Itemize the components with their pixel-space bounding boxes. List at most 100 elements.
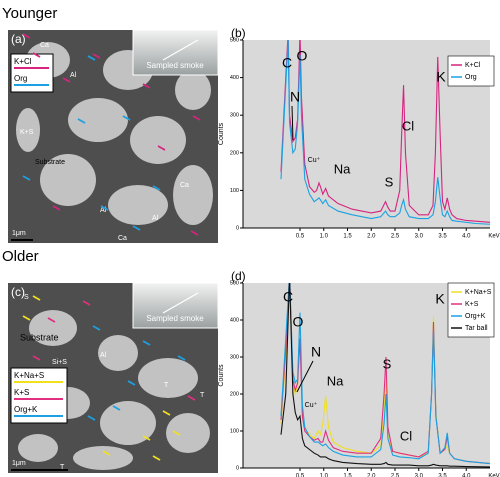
- peak-label: O: [297, 48, 308, 64]
- image-annotation: Ca: [40, 42, 49, 49]
- particle-arrow: [47, 317, 56, 323]
- y-tick-label: 300: [230, 113, 239, 119]
- particle-arrow: [142, 435, 151, 441]
- panel-label: (d): [231, 269, 246, 283]
- tem-hole: [173, 165, 213, 225]
- peak-label: Cu⁺: [308, 157, 321, 164]
- particle-arrow: [32, 52, 41, 58]
- y-tick-label: 500: [230, 280, 239, 286]
- tem-hole: [73, 446, 133, 470]
- particle-arrow: [157, 145, 166, 151]
- y-tick-label: 400: [230, 317, 239, 323]
- image-annotation: Al: [152, 215, 159, 222]
- image-annotation: Substrate: [35, 159, 65, 166]
- particle-arrow: [122, 115, 131, 121]
- annotation-arrow: [291, 105, 294, 141]
- image-legend-label: Org: [14, 74, 27, 83]
- x-tick-label: 2.0: [367, 474, 376, 477]
- particle-arrow: [112, 405, 121, 411]
- particle-arrow: [22, 175, 31, 181]
- legend-label: K+Cl: [465, 62, 481, 69]
- particle-arrow: [22, 315, 31, 321]
- inset-arrow: [162, 39, 199, 61]
- image-annotation: Ca: [118, 235, 127, 242]
- particle-arrow: [127, 380, 136, 386]
- legend-label: Tar ball: [465, 325, 488, 332]
- image-annotation: Ca: [180, 182, 189, 189]
- tem-hole: [98, 335, 138, 371]
- inset-arrow: [162, 292, 199, 314]
- peak-label: Na: [334, 161, 351, 176]
- particle-arrow: [77, 118, 86, 124]
- image-legend-label: K+Na+S: [14, 371, 44, 380]
- particle-arrow: [132, 225, 141, 231]
- particle-arrow: [172, 430, 181, 436]
- particle-arrow: [187, 395, 196, 401]
- y-tick-label: 300: [230, 354, 239, 360]
- x-tick-label: 2.5: [391, 234, 400, 240]
- image-legend-label: K+S: [14, 388, 29, 397]
- panel-heading: Younger: [2, 5, 57, 22]
- particle-arrow: [162, 410, 171, 416]
- peak-label: C: [282, 55, 292, 71]
- y-tick-label: 0: [236, 225, 239, 231]
- tem-hole: [175, 70, 211, 110]
- particle-arrow: [52, 205, 61, 211]
- peak-label: N: [290, 89, 300, 105]
- tem-hole: [68, 98, 128, 142]
- particle-arrow: [142, 83, 151, 89]
- tem-hole: [18, 434, 58, 462]
- y-tick-label: 0: [236, 465, 239, 471]
- particle-arrow: [152, 455, 161, 461]
- peak-label: K: [435, 291, 445, 307]
- particle-arrow: [177, 355, 186, 361]
- image-annotation: Al: [100, 207, 107, 214]
- legend-label: Org: [465, 74, 477, 81]
- tem-hole: [166, 413, 210, 453]
- particle-arrow: [190, 230, 199, 236]
- particle-arrow: [82, 300, 91, 306]
- x-tick-label: 3.5: [438, 234, 447, 240]
- x-tick-label: 0.5: [296, 474, 305, 477]
- particle-arrow: [92, 53, 101, 59]
- panel-label: (a): [11, 32, 26, 46]
- x-tick-label: 2.5: [391, 474, 400, 477]
- particle-arrow: [32, 355, 41, 361]
- legend-label: K+Na+S: [465, 289, 492, 296]
- y-tick-label: 400: [230, 75, 239, 81]
- image-annotation: Al: [70, 72, 77, 79]
- x-tick-label: 3.0: [415, 474, 424, 477]
- peak-label: Cu⁺: [305, 402, 318, 409]
- tem-hole: [100, 401, 156, 445]
- particle-arrow: [100, 205, 109, 211]
- x-axis-label: KeV: [488, 474, 499, 477]
- particle-arrow: [22, 33, 31, 39]
- x-tick-label: 4.0: [462, 474, 471, 477]
- annotation-arrow: [296, 360, 314, 393]
- particle-arrow: [192, 115, 201, 121]
- peak-label: S: [385, 174, 394, 189]
- y-tick-label: 100: [230, 188, 239, 194]
- particle-arrow: [142, 340, 151, 346]
- peak-label: S: [383, 356, 392, 371]
- peak-label: C: [283, 289, 293, 305]
- x-tick-label: 4.0: [462, 234, 471, 240]
- series-line: [280, 283, 490, 465]
- image-annotation: T: [200, 392, 205, 399]
- peak-label: O: [293, 314, 304, 330]
- y-axis-label: Counts: [218, 364, 225, 387]
- x-tick-label: 3.0: [415, 234, 424, 240]
- y-axis-label: Counts: [218, 122, 225, 145]
- legend-label: Org+K: [465, 313, 486, 320]
- image-annotation: Al: [100, 352, 107, 359]
- inset-label: Sampled smoke: [146, 314, 204, 323]
- tem-hole: [16, 108, 40, 152]
- image-annotation: T: [60, 464, 65, 471]
- y-tick-label: 200: [230, 150, 239, 156]
- panel-label: (c): [11, 285, 25, 299]
- image-legend-box: [10, 367, 68, 424]
- image-annotation: Si+S: [52, 359, 67, 366]
- y-tick-label: 200: [230, 391, 239, 397]
- peak-label: N: [311, 344, 321, 360]
